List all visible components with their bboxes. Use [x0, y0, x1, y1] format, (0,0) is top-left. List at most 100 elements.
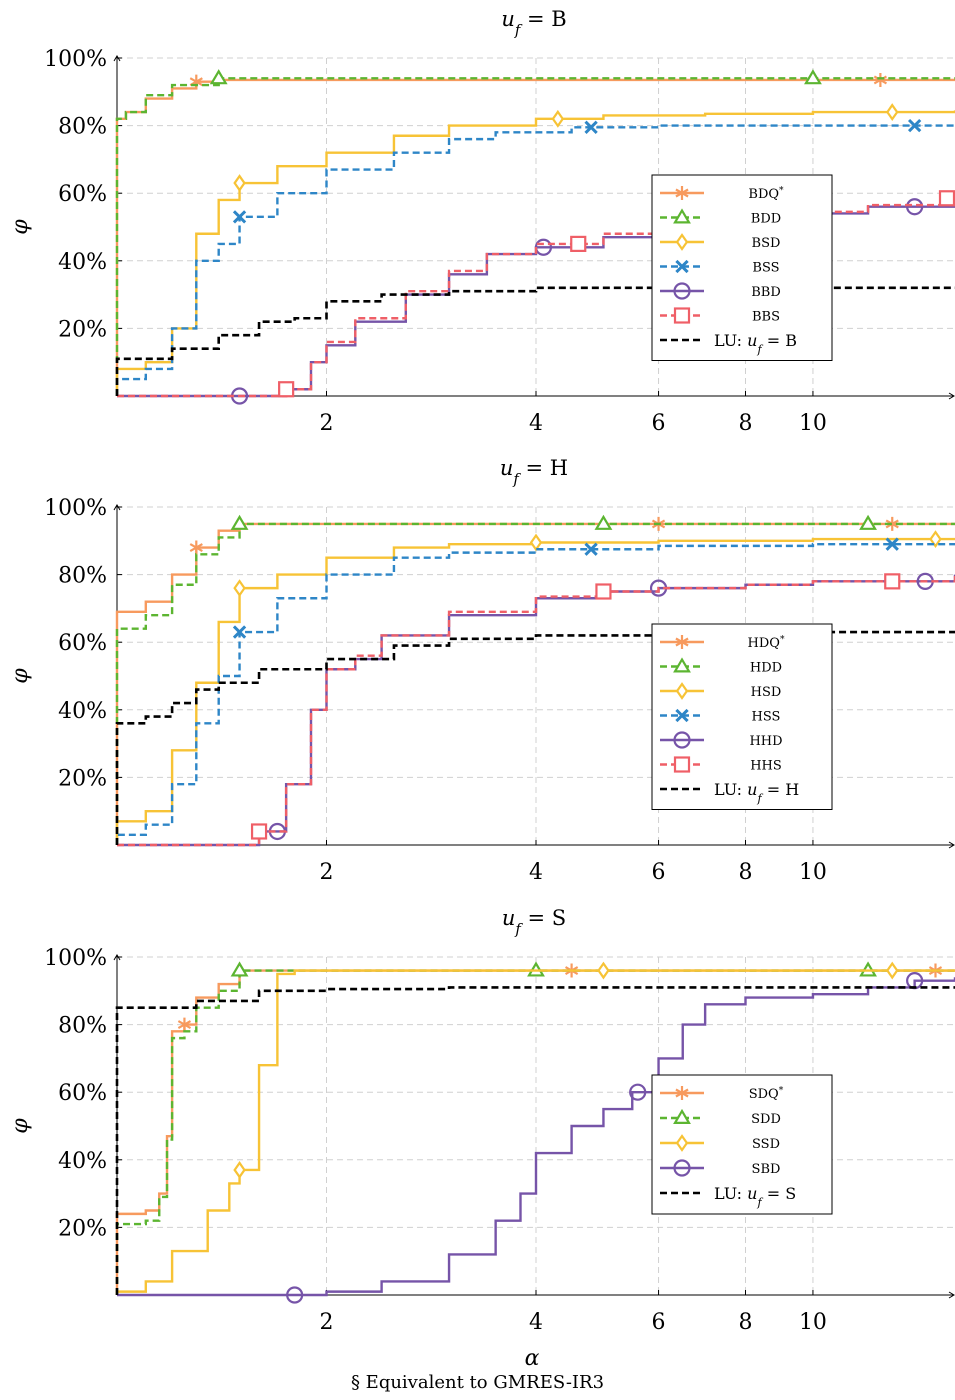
y-tick-label: 60% [58, 1081, 107, 1106]
series-marker-2 [209, 69, 228, 85]
x-tick-label: 6 [652, 411, 666, 436]
y-axis-label: φ [8, 668, 33, 684]
legend-label: HDQ* [748, 635, 785, 651]
x-axis-arrow [948, 841, 955, 849]
series-line-4 [117, 977, 955, 1297]
y-tick-label: 20% [58, 317, 107, 342]
series-marker-6 [278, 381, 295, 398]
y-axis-label: φ [8, 1118, 33, 1134]
legend-marker-2 [673, 208, 691, 224]
x-tick-label: 8 [739, 860, 753, 885]
series-line-3 [115, 110, 955, 396]
legend-marker-3 [675, 233, 689, 251]
y-axis-arrow [113, 954, 121, 961]
chart-title: uf = H [500, 456, 568, 488]
series-marker-2 [230, 514, 249, 530]
series-line-2 [115, 969, 955, 1295]
series-marker-1 [873, 72, 888, 87]
y-tick-label: 80% [58, 1014, 107, 1039]
legend-label: BBD [751, 285, 781, 300]
series-marker-3 [529, 533, 543, 552]
legend-label: BSS [752, 261, 779, 276]
legend-label: SSD [752, 1137, 780, 1152]
legend: SDQ* SDD SSD SBD LU: uf = S [651, 1074, 833, 1215]
legend: HDQ* HDD HSD HSS HHD HHS LU: uf = H [651, 623, 833, 810]
series-marker-4 [629, 1083, 647, 1101]
x-tick-label: 6 [652, 860, 666, 885]
legend-label: SBD [752, 1162, 781, 1177]
series-marker-3 [885, 961, 899, 980]
legend-marker-1 [675, 635, 689, 649]
x-tick-label: 10 [799, 1310, 827, 1335]
series-marker-4 [286, 1286, 304, 1304]
x-axis-arrow [948, 392, 955, 400]
x-tick-label: 8 [739, 1310, 753, 1335]
x-tick-label: 4 [529, 411, 543, 436]
series-marker-6 [570, 235, 587, 252]
x-tick-label: 4 [529, 860, 543, 885]
series-line-2 [115, 522, 955, 845]
legend-label: BDD [751, 212, 781, 227]
series-marker-1 [177, 1017, 192, 1032]
legend-label: BDQ* [748, 186, 784, 202]
legend-label: SDD [751, 1112, 781, 1127]
series-marker-3 [233, 174, 246, 192]
series-marker-4 [584, 542, 598, 556]
series-marker-3 [551, 109, 565, 128]
legend-label: LU: uf = H [714, 780, 799, 805]
legend: BDQ* BDD BSD BSS BBD BBS LU: uf = B [651, 174, 833, 361]
series-marker-4 [584, 120, 598, 134]
chart-title: uf = B [501, 7, 566, 39]
legend-marker-2 [673, 1108, 691, 1125]
legend-marker-2 [673, 657, 691, 673]
series-line-5 [115, 986, 955, 1295]
series-marker-4 [232, 625, 247, 639]
legend-label: HSD [751, 685, 782, 700]
y-tick-label: 20% [58, 766, 107, 791]
x-tick-label: 2 [320, 1310, 334, 1335]
x-tick-label: 4 [529, 1310, 543, 1335]
x-axis-arrow [948, 1291, 955, 1299]
legend-marker-3 [675, 682, 689, 700]
legend-marker-4 [675, 259, 689, 274]
series-marker-6 [938, 190, 955, 207]
x-tick-label: 8 [739, 411, 753, 436]
legend-label: BSD [752, 236, 781, 251]
y-tick-label: 20% [58, 1216, 107, 1241]
y-tick-label: 80% [58, 564, 107, 589]
series-marker-5 [906, 198, 924, 216]
y-axis-label: φ [8, 219, 33, 235]
series-line-3 [115, 537, 955, 845]
series-marker-4 [885, 537, 899, 551]
legend-marker-4 [673, 1159, 691, 1177]
legend-marker-5 [673, 282, 691, 300]
y-tick-label: 100% [44, 496, 107, 521]
series-marker-1 [885, 516, 899, 531]
series-marker-4 [232, 210, 247, 224]
series-marker-6 [595, 583, 612, 600]
legend-marker-1 [675, 1086, 689, 1100]
legend-label: LU: uf = S [714, 1184, 796, 1209]
chart-title: uf = S [502, 906, 566, 938]
series-marker-3 [233, 1161, 246, 1179]
series-line-3 [115, 969, 955, 1295]
y-tick-label: 100% [44, 946, 107, 971]
chart-panel-3: 2 4 6 8 10 20% 40% 60% 80% 100% uf = S φ α SDQ* SDD SSD… [8, 906, 955, 1371]
x-tick-label: 10 [799, 411, 827, 436]
legend-marker-6 [673, 307, 691, 324]
legend-label: HSS [752, 710, 781, 725]
legend-label: BBS [752, 310, 780, 325]
series-marker-2 [804, 69, 822, 85]
x-tick-label: 6 [652, 1310, 666, 1335]
series-marker-2 [594, 514, 613, 530]
series-marker-3 [885, 103, 899, 121]
series-marker-6 [884, 573, 901, 590]
y-tick-label: 80% [58, 115, 107, 140]
legend-marker-6 [673, 756, 691, 773]
legend-label: HHD [749, 734, 782, 749]
y-tick-label: 100% [44, 47, 107, 72]
legend-label: SDQ* [749, 1086, 784, 1102]
y-tick-label: 60% [58, 631, 107, 656]
legend-marker-5 [673, 731, 691, 749]
